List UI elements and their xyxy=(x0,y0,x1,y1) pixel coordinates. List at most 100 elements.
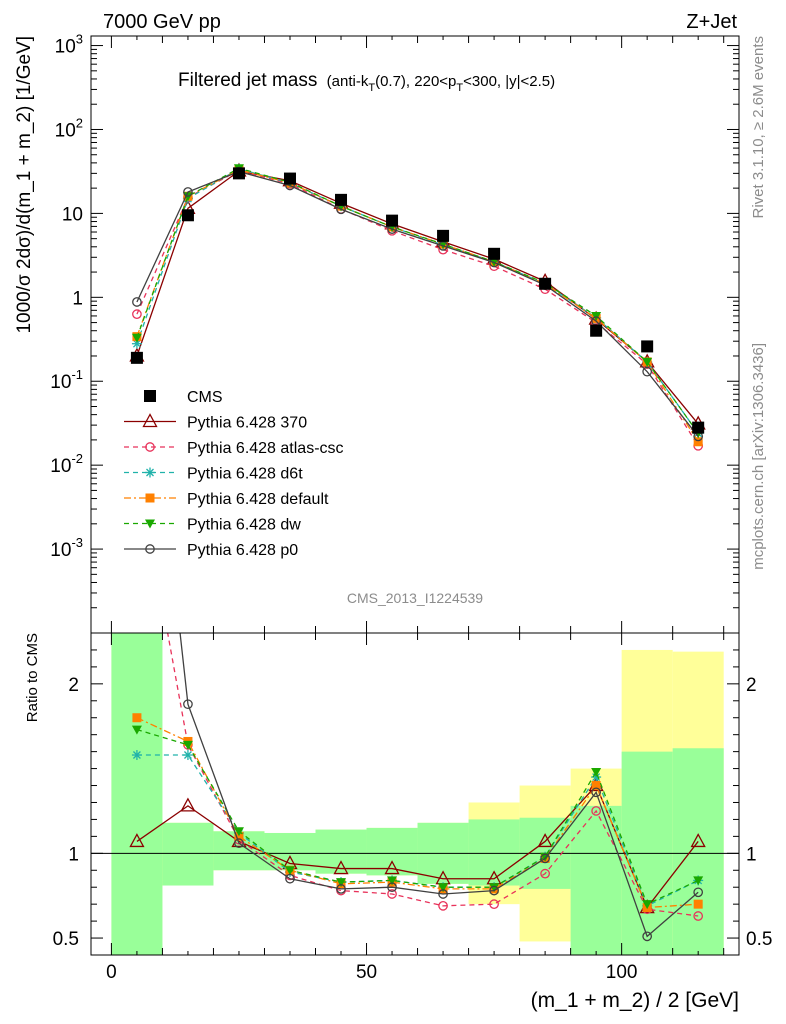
y-tick-label-3: 1 xyxy=(72,288,83,309)
title-sub-mid: (0.7), 220<p xyxy=(375,73,456,90)
main-series-layer xyxy=(129,162,706,451)
ratio-point-pythia-6-428-default-0 xyxy=(132,713,142,723)
ratio-point-pythia-6-428-370-1 xyxy=(180,797,196,812)
axes-layer: 0 50 100 10-3 10-2 10-1 1 10 102 103 0.5 0.5 1 1 2 2 xyxy=(50,32,772,983)
band-inner-5 xyxy=(366,827,418,876)
ratio-point-pythia-6-428-p0-2 xyxy=(234,838,244,848)
line-pythia-6-428-dw xyxy=(136,167,699,434)
y-tick-label-2: 10-1 xyxy=(50,367,83,393)
ratio-tick-left-2: 2 xyxy=(68,675,79,696)
band-inner-9 xyxy=(570,805,622,955)
ratio-point-pythia-6-428-d6t-0 xyxy=(131,750,142,761)
legend-item-pythia-6-428-d6t: Pythia 6.428 d6t xyxy=(124,466,303,483)
ratio-point-pythia-6-428-p0-4 xyxy=(336,884,346,894)
point-cms-0 xyxy=(130,351,143,364)
ratio-point-pythia-6-428-p0-9 xyxy=(591,787,601,798)
title-sub-t2: T xyxy=(456,82,463,94)
ratio-point-pythia-6-428-dw-4 xyxy=(336,878,347,888)
header-right: Z+Jet xyxy=(686,11,737,33)
ratio-point-pythia-6-428-p0-0 xyxy=(133,239,141,247)
title-sub-pre: (anti-k xyxy=(327,73,369,90)
legend: CMS Pythia 6.428 370 Pythia 6.428 atlas-cs… xyxy=(124,389,344,559)
line-pythia-6-428-370 xyxy=(136,170,699,425)
legend-marker-pythia-6-428-370 xyxy=(142,413,158,428)
ratio-point-pythia-6-428-dw-2 xyxy=(233,827,244,837)
point-cms-9 xyxy=(590,324,603,337)
legend-label-pythia-6-428-dw: Pythia 6.428 dw xyxy=(187,517,301,534)
ratio-point-pythia-6-428-p0-10 xyxy=(642,931,653,942)
ratio-line-pythia-6-428-atlas-csc xyxy=(166,633,699,917)
point-pythia-6-428-dw-10 xyxy=(642,357,653,367)
ratio-series-layer xyxy=(129,239,706,942)
ratio-point-pythia-6-428-p0-11 xyxy=(693,887,704,898)
legend-marker-pythia-6-428-default xyxy=(145,493,155,503)
legend-label-pythia-6-428-atlas-csc: Pythia 6.428 atlas-csc xyxy=(187,440,344,457)
ratio-point-pythia-6-428-atlas-csc-8 xyxy=(540,868,550,879)
legend-label-pythia-6-428-d6t: Pythia 6.428 d6t xyxy=(187,466,303,483)
point-cms-5 xyxy=(386,214,399,227)
point-cms-4 xyxy=(335,193,348,206)
ratio-tick-right-1: 1 xyxy=(746,844,757,865)
ratio-point-pythia-6-428-370-4 xyxy=(333,860,349,875)
point-pythia-6-428-p0-10 xyxy=(642,366,653,377)
ratio-tick-left-1: 1 xyxy=(68,844,79,865)
legend-item-pythia-6-428-dw: Pythia 6.428 dw xyxy=(124,517,301,534)
line-pythia-6-428-p0 xyxy=(136,170,699,437)
legend-item-cms: CMS xyxy=(144,389,223,406)
ratio-point-pythia-6-428-atlas-csc-11 xyxy=(693,911,704,921)
legend-label-pythia-6-428-default: Pythia 6.428 default xyxy=(187,491,329,508)
ratio-point-pythia-6-428-dw-11 xyxy=(693,876,704,886)
legend-label-cms: CMS xyxy=(187,389,223,406)
point-cms-8 xyxy=(539,277,552,290)
band-inner-7 xyxy=(468,819,520,886)
ratio-point-pythia-6-428-atlas-csc-0 xyxy=(133,459,141,467)
legend-marker-pythia-6-428-p0 xyxy=(145,544,155,554)
point-pythia-6-428-default-11 xyxy=(693,437,703,447)
ratio-point-pythia-6-428-dw-3 xyxy=(284,866,295,876)
x-axis-title: (m_1 + m_2) / 2 [GeV] xyxy=(531,989,739,1012)
ratio-tick-right-0.5: 0.5 xyxy=(746,929,772,950)
ratio-point-pythia-6-428-dw-10 xyxy=(642,900,653,910)
ratio-point-pythia-6-428-p0-1 xyxy=(183,699,193,710)
ratio-point-pythia-6-428-dw-9 xyxy=(591,767,602,777)
title-main: Filtered jet mass xyxy=(178,70,317,91)
point-cms-2 xyxy=(232,167,245,180)
y-tick-label-0: 10-3 xyxy=(50,535,83,561)
ratio-point-pythia-6-428-370-0 xyxy=(129,833,145,848)
ratio-plot-frame xyxy=(90,632,740,956)
title-sub-post: <300, |y|<2.5) xyxy=(463,73,555,90)
point-cms-6 xyxy=(437,229,450,242)
ratio-line-pythia-6-428-dw xyxy=(136,728,699,906)
ratio-point-pythia-6-428-370-5 xyxy=(384,860,400,875)
ratio-point-pythia-6-428-dw-7 xyxy=(489,883,500,893)
ratio-point-pythia-6-428-atlas-csc-5 xyxy=(387,889,397,899)
ratio-point-pythia-6-428-p0-5 xyxy=(387,882,397,893)
x-tick-label-0: 0 xyxy=(106,962,117,983)
band-inner-1 xyxy=(162,822,214,886)
ratio-point-pythia-6-428-atlas-csc-7 xyxy=(489,899,499,910)
x-tick-label-100: 100 xyxy=(606,962,638,983)
ratio-point-pythia-6-428-atlas-csc-6 xyxy=(438,901,448,911)
y-tick-label-1: 10-2 xyxy=(50,451,83,477)
legend-marker-pythia-6-428-atlas-csc xyxy=(145,442,155,452)
point-cms-11 xyxy=(692,421,705,434)
legend-marker-pythia-6-428-dw xyxy=(145,519,155,529)
ratio-point-pythia-6-428-default-2 xyxy=(234,831,244,841)
y-axis-title: 1000/σ 2dσ)/d(m_1 + m_2) [1/GeV] xyxy=(14,36,35,334)
legend-marker-pythia-6-428-d6t xyxy=(145,467,155,478)
legend-label-pythia-6-428-370: Pythia 6.428 370 xyxy=(187,415,307,432)
y-tick-label-4: 10 xyxy=(62,204,83,225)
mcplots-label: mcplots.cern.ch [arXiv:1306.3436] xyxy=(750,343,767,570)
ratio-point-pythia-6-428-default-9 xyxy=(591,781,601,791)
ratio-point-pythia-6-428-p0-7 xyxy=(489,885,499,896)
ratio-point-pythia-6-428-atlas-csc-9 xyxy=(591,806,601,816)
legend-item-pythia-6-428-atlas-csc: Pythia 6.428 atlas-csc xyxy=(124,440,344,457)
ratio-tick-right-2: 2 xyxy=(746,675,757,696)
point-pythia-6-428-atlas-csc-0 xyxy=(132,309,142,320)
legend-label-pythia-6-428-p0: Pythia 6.428 p0 xyxy=(187,542,298,559)
ratio-point-pythia-6-428-p0-8 xyxy=(540,853,550,864)
title-sub-t1: T xyxy=(368,82,375,94)
legend-item-pythia-6-428-default: Pythia 6.428 default xyxy=(124,491,329,508)
analysis-id: CMS_2013_I1224539 xyxy=(347,590,483,606)
ratio-point-pythia-6-428-p0-3 xyxy=(285,873,295,884)
